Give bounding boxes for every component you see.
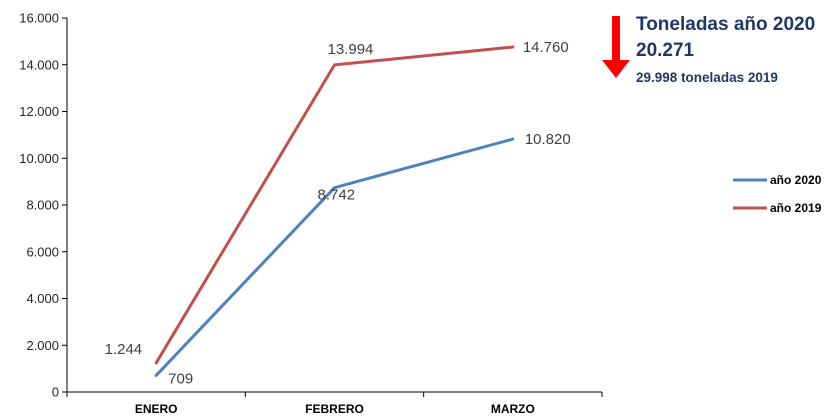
- y-tick-labels: 0 2.000 4.000 6.000 8.000 10.000 12.000 14.000 1…: [19, 11, 59, 400]
- y-tick-label: 14.000: [19, 57, 59, 72]
- y-tick-label: 2.000: [26, 338, 59, 353]
- x-tick-label: FEBRERO: [305, 402, 364, 416]
- data-label: 8.742: [318, 187, 356, 204]
- down-arrow-icon: [602, 16, 630, 78]
- legend-label: año 2019: [770, 201, 822, 215]
- y-tick-label: 4.000: [26, 291, 59, 306]
- data-labels: 709 8.742 10.820 1.244 13.994 14.760: [105, 39, 571, 387]
- x-tick-label: ENERO: [135, 402, 178, 416]
- annotation-previous: 29.998 toneladas 2019: [636, 70, 778, 85]
- y-tick-label: 0: [52, 385, 59, 400]
- axes: [62, 17, 603, 397]
- legend-label: año 2020: [770, 173, 822, 187]
- data-label: 709: [168, 370, 193, 387]
- annotation-value: 20.271: [636, 40, 695, 61]
- x-tick-labels: ENERO FEBRERO MARZO: [135, 402, 535, 416]
- series-line-2020: [154, 137, 515, 377]
- legend: año 2020 año 2019: [733, 173, 822, 215]
- data-label: 13.994: [328, 41, 374, 58]
- series-line-2019: [154, 45, 515, 365]
- y-tick-label: 6.000: [26, 244, 59, 259]
- data-label: 10.820: [525, 131, 571, 148]
- y-tick-label: 8.000: [26, 198, 59, 213]
- y-tick-label: 12.000: [19, 104, 59, 119]
- data-label: 14.760: [523, 39, 569, 56]
- annotation-previous-value: 29.998: [636, 70, 678, 85]
- y-tick-label: 10.000: [19, 151, 59, 166]
- data-label: 1.244: [105, 341, 143, 358]
- series-lines: [154, 45, 515, 377]
- x-tick-label: MARZO: [491, 402, 535, 416]
- annotation-previous-text: toneladas 2019: [681, 70, 778, 85]
- y-tick-label: 16.000: [19, 11, 59, 26]
- annotation-title: Toneladas año 2020: [636, 14, 816, 35]
